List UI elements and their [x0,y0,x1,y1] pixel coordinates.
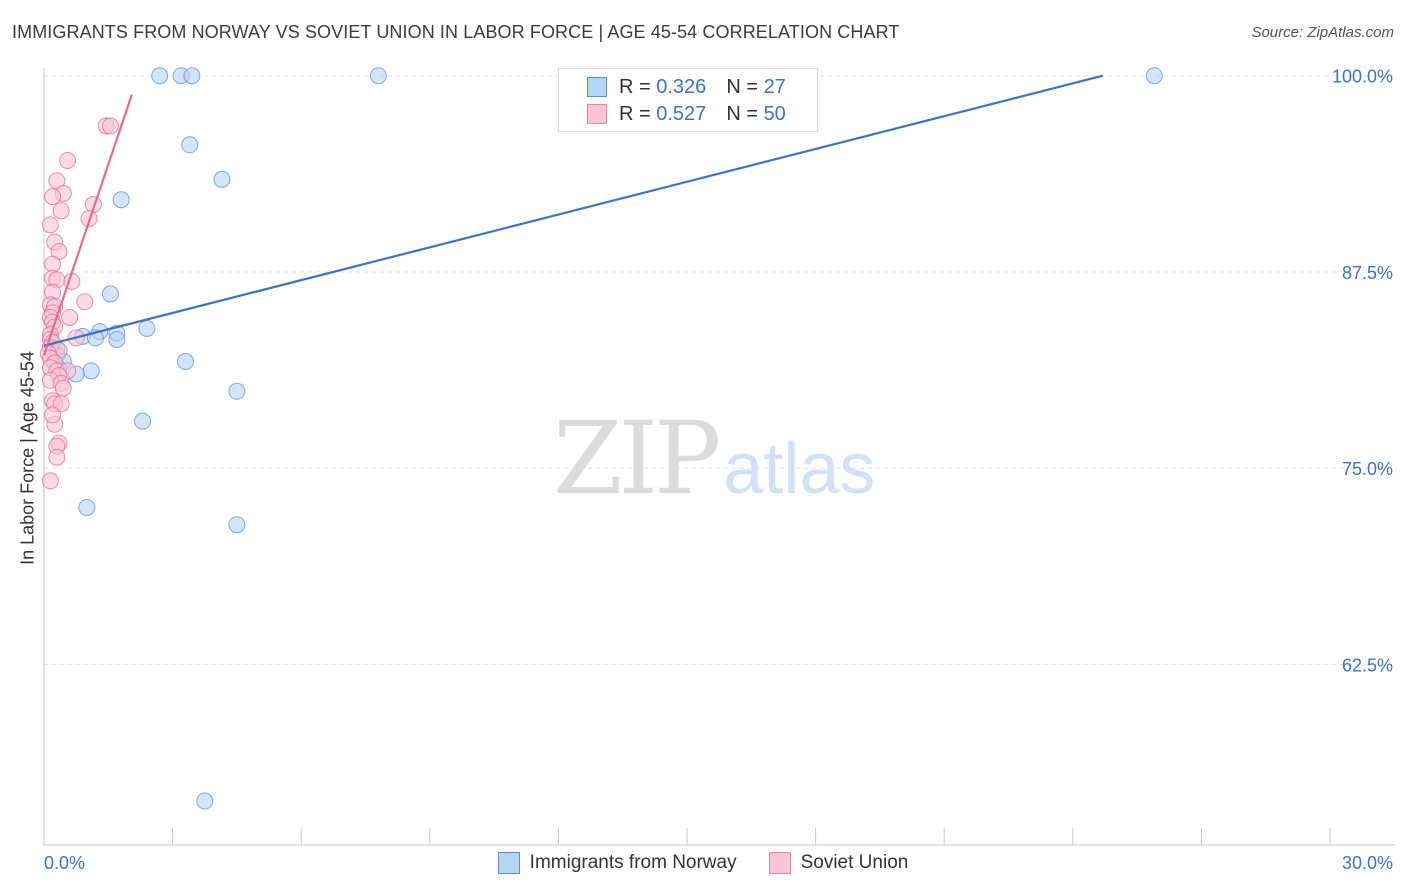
point-norway [82,362,100,380]
point-norway [196,792,214,810]
point-norway [228,516,246,534]
point-norway [228,382,246,400]
point-soviet [61,308,79,326]
point-norway [1145,67,1163,85]
point-norway [108,330,126,348]
point-soviet [41,216,59,234]
legend-n-label: N = [726,75,758,98]
x-tick-label: 30.0% [1342,853,1393,873]
stats-legend: R = 0.326 N = 27 R = 0.527 N = 50 [558,68,818,132]
point-soviet [59,151,77,169]
point-norway [101,285,119,303]
point-soviet [44,255,62,273]
point-norway [78,498,96,516]
trendline-norway [43,74,1104,347]
point-norway [151,67,169,85]
source-label: Source: ZipAtlas.com [1251,24,1394,41]
y-tick-label: 62.5% [1342,655,1393,675]
legend-r-label: R = [619,102,651,125]
point-norway [213,170,231,188]
point-soviet [41,472,59,490]
y-tick-label: 100.0% [1332,67,1393,87]
chart-title: IMMIGRANTS FROM NORWAY VS SOVIET UNION I… [12,22,900,42]
legend-swatch-norway [587,77,607,97]
legend-row-soviet: R = 0.527 N = 50 [587,102,786,126]
legend-r-soviet: 0.527 [656,102,707,125]
point-soviet [101,117,119,135]
point-norway [134,412,152,430]
trendline-soviet [42,94,133,356]
legend-n-label: N = [726,102,758,125]
point-norway [369,67,387,85]
watermark-atlas: atlas [723,429,876,509]
legend-r-norway: 0.326 [656,75,707,98]
y-axis-label: In Labor Force | Age 45-54 [17,351,38,565]
y-tick-label: 87.5% [1342,263,1393,283]
series-legend: Immigrants from Norway Soviet Union [0,852,1406,874]
point-soviet [54,379,72,397]
legend-swatch-soviet [768,852,791,874]
legend-swatch-norway [497,852,520,874]
watermark-zip: ZIP [553,400,721,517]
legend-label-norway: Immigrants from Norway [529,852,737,873]
point-norway [183,67,201,85]
point-norway [112,191,130,209]
point-norway [176,352,194,370]
point-soviet [44,188,62,206]
x-tick-label: 0.0% [44,853,85,873]
legend-row-norway: R = 0.326 N = 27 [587,75,786,99]
point-norway [138,319,156,337]
legend-r-label: R = [619,75,651,98]
y-tick-label: 75.0% [1342,459,1393,479]
legend-n-norway: 27 [763,75,786,98]
legend-item-soviet[interactable]: Soviet Union [768,852,909,874]
legend-n-soviet: 50 [763,102,786,125]
point-norway [181,136,199,154]
point-soviet [48,448,66,466]
point-soviet [76,293,94,311]
legend-label-soviet: Soviet Union [800,852,909,873]
watermark: ZIPatlas [553,400,875,517]
legend-swatch-soviet [587,104,607,124]
legend-item-norway[interactable]: Immigrants from Norway [497,852,737,874]
point-soviet [52,202,70,220]
point-soviet [44,406,62,424]
